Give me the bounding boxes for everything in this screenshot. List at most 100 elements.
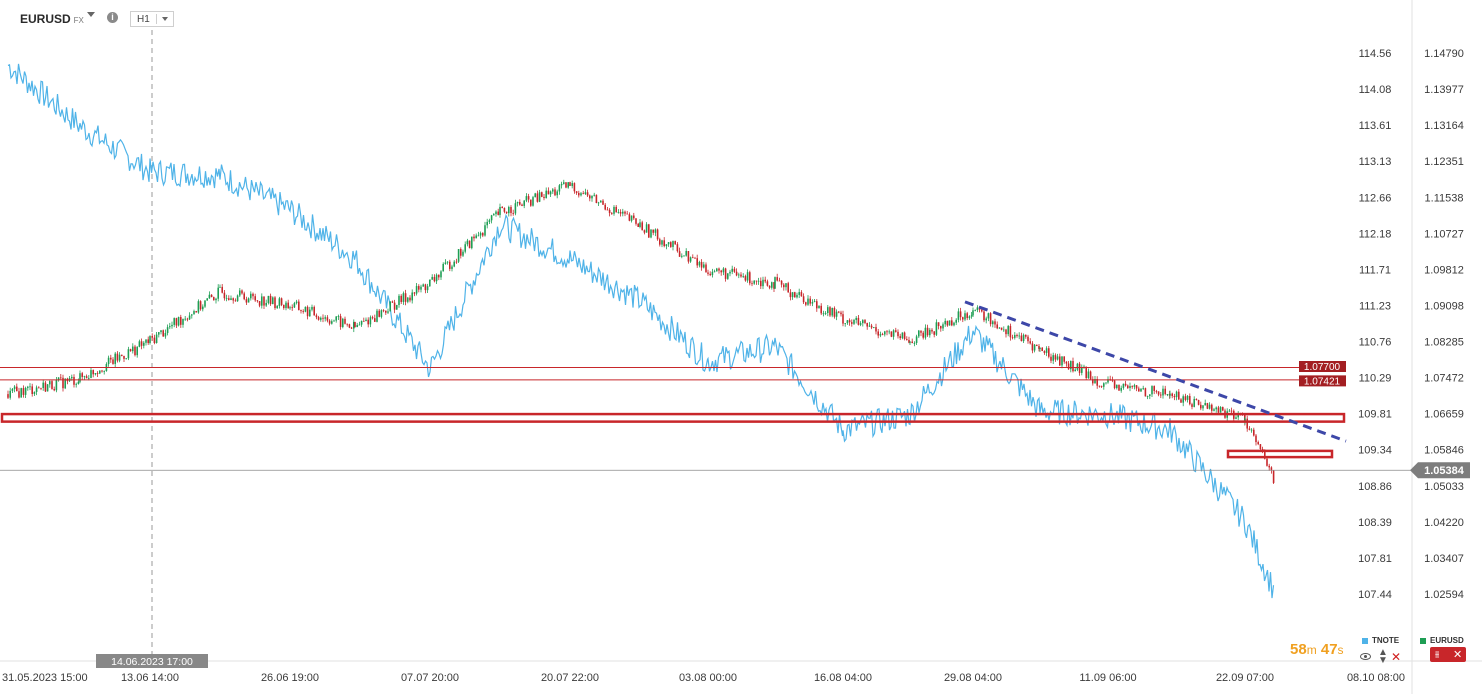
candle-body [1113, 380, 1116, 389]
candle-body [473, 236, 475, 239]
candle-body [83, 376, 86, 378]
candle-body [870, 325, 873, 328]
close-icon[interactable]: ✕ [1391, 650, 1402, 664]
candle-body [868, 325, 871, 327]
timeframe-selector[interactable]: H1 [130, 11, 174, 27]
candle-body [1087, 371, 1090, 379]
candle-body [1146, 396, 1149, 397]
candle-body [764, 279, 766, 282]
candle-body [444, 262, 447, 264]
candle-body [380, 310, 383, 317]
candle-body [805, 302, 807, 305]
candle-body [182, 318, 184, 325]
candle-body [18, 391, 20, 398]
candle-body [313, 306, 315, 316]
candle-body [382, 310, 385, 312]
eurusd-axis-tick: 1.09812 [1424, 264, 1464, 276]
candle-body [755, 280, 758, 282]
level-tag-label: 1.07421 [1304, 376, 1341, 387]
x-axis-tick: 16.08 04:00 [814, 672, 872, 684]
candle-body [800, 292, 803, 297]
candle-body [584, 192, 587, 194]
candle-body [953, 322, 955, 326]
candle-body [1211, 404, 1213, 411]
candle-body [46, 384, 49, 392]
timer-seconds-unit: s [1337, 643, 1344, 657]
candle-body [840, 312, 842, 315]
eurusd-axis-tick: 1.02594 [1424, 589, 1464, 601]
candle-body [1025, 334, 1027, 337]
symbol-selector[interactable]: EURUSD FX [20, 12, 84, 26]
candle-body [820, 305, 822, 314]
candle-body [670, 242, 672, 247]
candle-body [129, 349, 132, 352]
trendline [964, 300, 1347, 443]
candle-body [38, 387, 40, 389]
candle-body [60, 377, 62, 379]
x-axis-tick: 31.05.2023 15:00 [2, 672, 88, 684]
candle-body [393, 302, 396, 310]
candle-body [16, 386, 18, 392]
eye-icon[interactable] [1360, 653, 1371, 660]
candle-body [457, 249, 460, 262]
candle-body [1140, 388, 1142, 392]
candle-body [398, 295, 400, 305]
chevron-down-icon[interactable] [87, 12, 95, 17]
candle-body [204, 300, 206, 307]
candle-body [915, 336, 918, 343]
candle-body [1235, 417, 1237, 419]
candle-body [464, 244, 466, 252]
candle-body [344, 318, 346, 324]
candle-body [81, 373, 83, 377]
timeframe-label: H1 [137, 14, 150, 25]
candle-body [983, 311, 985, 321]
candle-body [773, 282, 775, 289]
tnote-axis-tick: 108.39 [1358, 517, 1392, 529]
series-settings-button[interactable]: ⫵ ✕ [1430, 647, 1466, 662]
eurusd-axis-tick: 1.07472 [1424, 373, 1464, 385]
candle-body [641, 222, 643, 231]
candle-body [274, 297, 276, 309]
candle-body [147, 339, 149, 343]
candle-body [645, 224, 648, 233]
candle-body [302, 311, 304, 312]
candle-body [1178, 391, 1180, 400]
tnote-axis-tick: 112.66 [1359, 192, 1392, 204]
tnote-axis-tick: 111.23 [1359, 300, 1391, 312]
candle-body [794, 292, 796, 298]
candle-body [127, 349, 130, 359]
candle-body [396, 304, 398, 310]
candle-body [206, 298, 208, 301]
candle-body [371, 317, 374, 319]
candle-body [1157, 391, 1160, 395]
candle-body [835, 311, 838, 317]
candle-body [1067, 363, 1070, 370]
candle-body [125, 358, 127, 360]
candle-body [287, 302, 289, 309]
candle-body [768, 285, 771, 288]
candle-body [7, 394, 9, 398]
candle-body [683, 255, 685, 257]
candle-body [707, 272, 709, 274]
candle-body [486, 221, 488, 226]
candle-body [593, 194, 595, 196]
legend-item-tnote[interactable]: TNOTE [1362, 636, 1399, 645]
candle-body [1171, 393, 1173, 397]
candle-body [1103, 383, 1105, 387]
candle-body [1217, 407, 1220, 413]
candle-body [73, 376, 75, 385]
candle-body [217, 287, 219, 299]
info-icon[interactable]: i [107, 12, 118, 23]
sort-arrows-icon[interactable]: ▲ ▼ [1378, 647, 1388, 666]
candle-body [811, 302, 814, 304]
candle-body [791, 292, 794, 298]
candle-body [1142, 388, 1144, 389]
candle-body [848, 320, 851, 323]
legend-item-eurusd[interactable]: EURUSD [1420, 636, 1464, 645]
candle-body [367, 319, 369, 325]
candle-body [243, 293, 245, 300]
candle-body [1085, 366, 1087, 379]
candle-body [101, 370, 103, 372]
candle-body [289, 307, 291, 309]
